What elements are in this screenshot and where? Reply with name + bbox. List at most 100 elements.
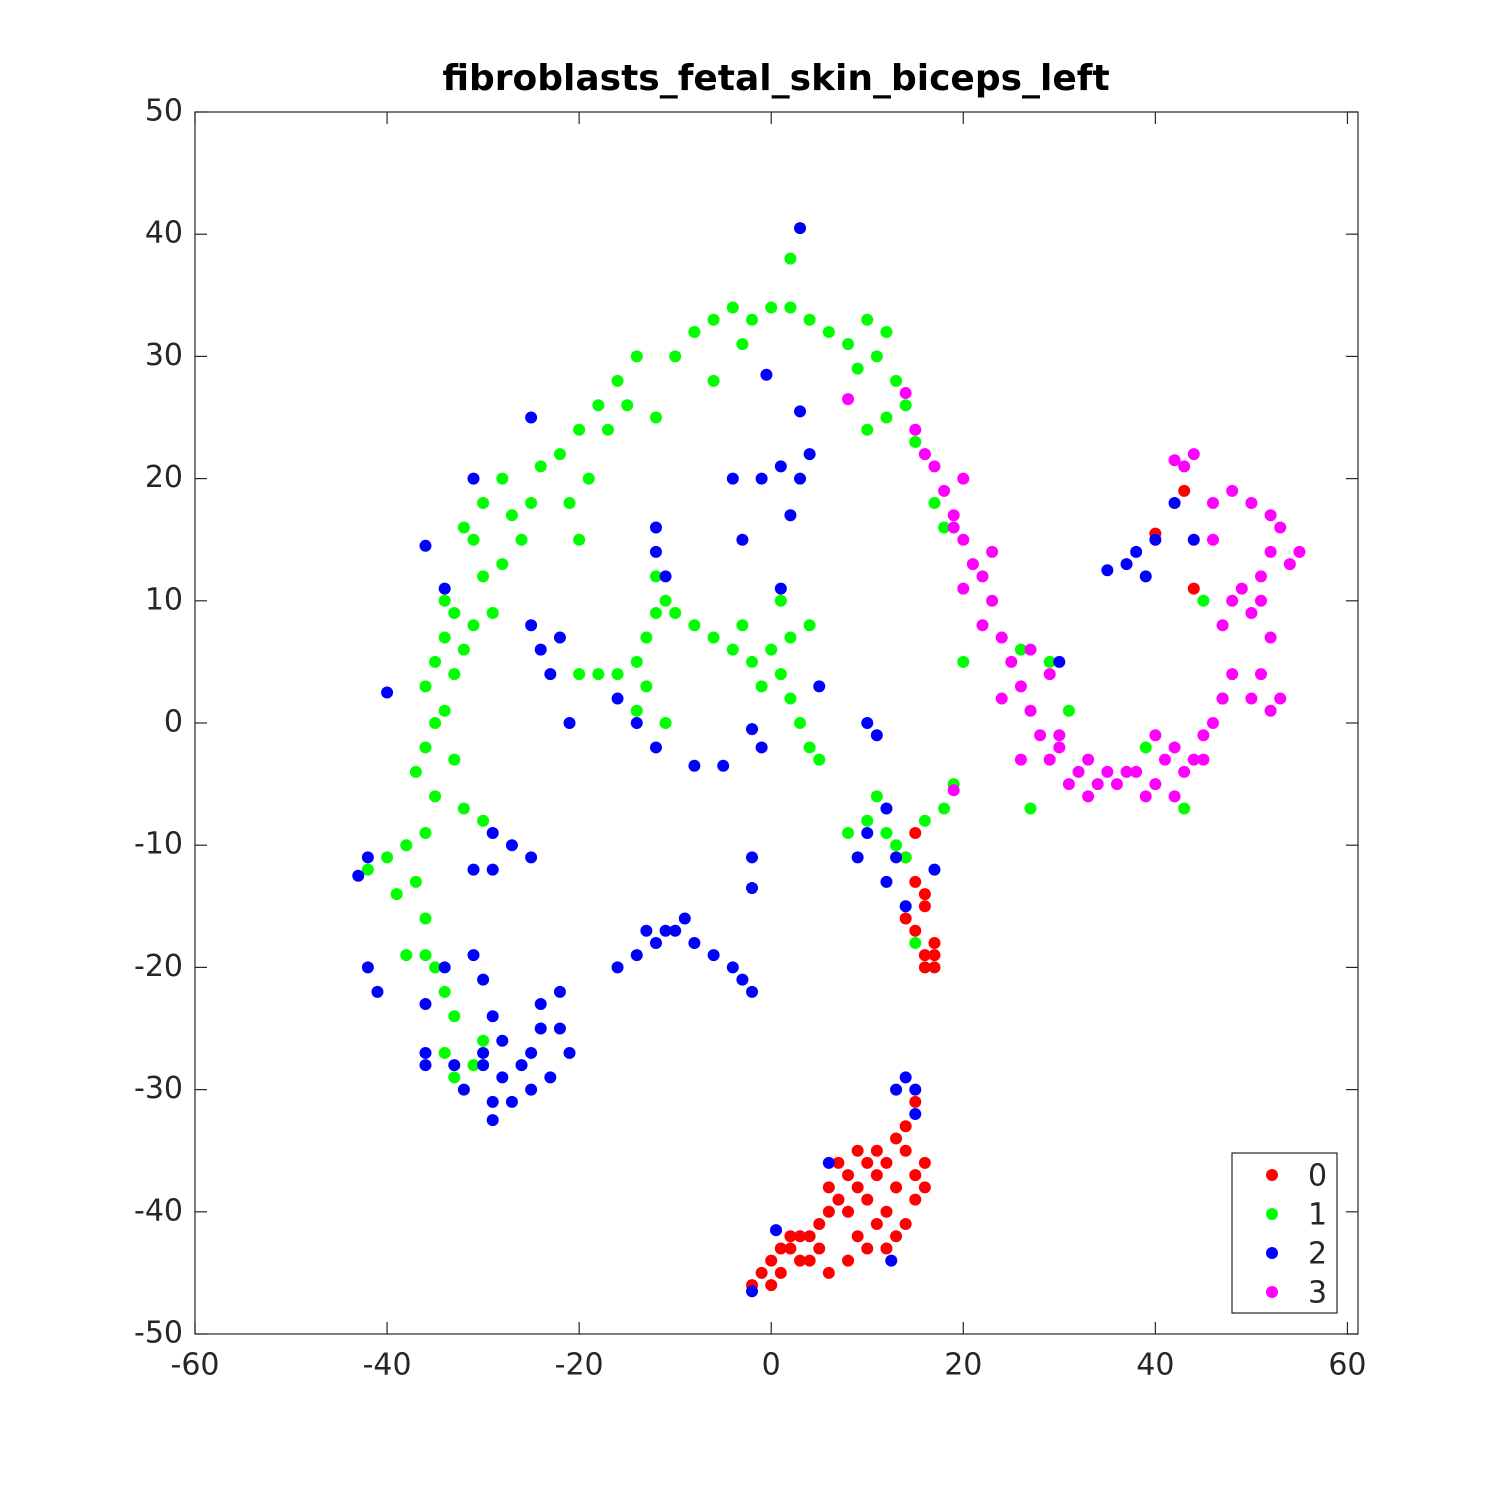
point: [496, 1034, 509, 1047]
point: [486, 1095, 499, 1108]
point: [1264, 631, 1277, 644]
point: [669, 607, 682, 620]
point: [1197, 594, 1210, 607]
point: [544, 668, 557, 681]
point: [746, 655, 759, 668]
point: [429, 655, 442, 668]
point: [1226, 668, 1239, 681]
point: [477, 497, 490, 510]
point: [880, 875, 893, 888]
point: [1101, 564, 1114, 577]
point: [352, 869, 365, 882]
point: [890, 1132, 903, 1145]
point: [669, 350, 682, 363]
legend-marker: [1266, 1169, 1278, 1181]
point: [957, 533, 970, 546]
point: [803, 313, 816, 326]
point: [1255, 668, 1268, 681]
point: [1255, 570, 1268, 583]
point: [947, 509, 960, 522]
point: [803, 448, 816, 461]
point: [688, 325, 701, 338]
point: [870, 1218, 883, 1231]
point: [909, 1083, 922, 1096]
point: [419, 1059, 432, 1072]
point: [938, 484, 951, 497]
point: [1139, 741, 1152, 754]
point: [525, 497, 538, 510]
point: [842, 1205, 855, 1218]
point: [534, 643, 547, 656]
point: [467, 472, 480, 485]
point: [957, 472, 970, 485]
point: [822, 1181, 835, 1194]
point: [1197, 753, 1210, 766]
point: [1216, 692, 1229, 705]
point: [1197, 729, 1210, 742]
point: [659, 717, 672, 729]
point: [438, 985, 451, 998]
point: [880, 802, 893, 815]
point: [899, 1071, 912, 1084]
point: [1120, 558, 1133, 571]
point: [1168, 454, 1181, 467]
point: [611, 961, 624, 974]
point: [457, 802, 470, 815]
point: [505, 1095, 518, 1108]
point: [890, 1230, 903, 1243]
legend-marker: [1266, 1208, 1278, 1220]
point: [457, 643, 470, 656]
point: [746, 851, 759, 864]
point: [995, 692, 1008, 705]
point: [1274, 521, 1287, 534]
legend-marker: [1266, 1247, 1278, 1259]
point: [909, 1095, 922, 1108]
point: [1024, 802, 1037, 815]
point: [707, 313, 720, 326]
point: [649, 936, 662, 949]
point: [842, 338, 855, 351]
point: [649, 607, 662, 620]
point: [496, 1071, 509, 1084]
point: [870, 1144, 883, 1157]
point: [928, 863, 941, 876]
point: [1034, 729, 1047, 742]
point: [640, 924, 653, 937]
point: [467, 533, 480, 546]
point: [928, 936, 941, 949]
point: [1005, 655, 1018, 668]
point: [957, 655, 970, 668]
point: [784, 252, 797, 265]
point: [573, 668, 586, 681]
y-tick-label: -20: [134, 949, 183, 984]
point: [995, 631, 1008, 644]
point: [361, 863, 374, 876]
point: [918, 814, 931, 827]
point: [419, 680, 432, 693]
point: [1168, 790, 1181, 803]
point: [755, 1266, 768, 1279]
point: [842, 826, 855, 839]
point: [1274, 692, 1287, 705]
point: [1149, 533, 1162, 546]
point: [486, 863, 499, 876]
point: [419, 741, 432, 754]
point: [861, 826, 874, 839]
point: [851, 1144, 864, 1157]
point: [477, 1059, 490, 1072]
point: [1283, 558, 1296, 571]
point: [419, 1046, 432, 1059]
point: [909, 924, 922, 937]
point: [918, 961, 931, 974]
point: [736, 338, 749, 351]
y-tick-label: 40: [145, 216, 183, 251]
point: [813, 1218, 826, 1231]
y-tick-label: -30: [134, 1071, 183, 1106]
point: [592, 399, 605, 412]
point: [390, 888, 403, 901]
point: [899, 851, 912, 864]
point: [890, 1083, 903, 1096]
point: [1178, 765, 1191, 778]
point: [419, 826, 432, 839]
